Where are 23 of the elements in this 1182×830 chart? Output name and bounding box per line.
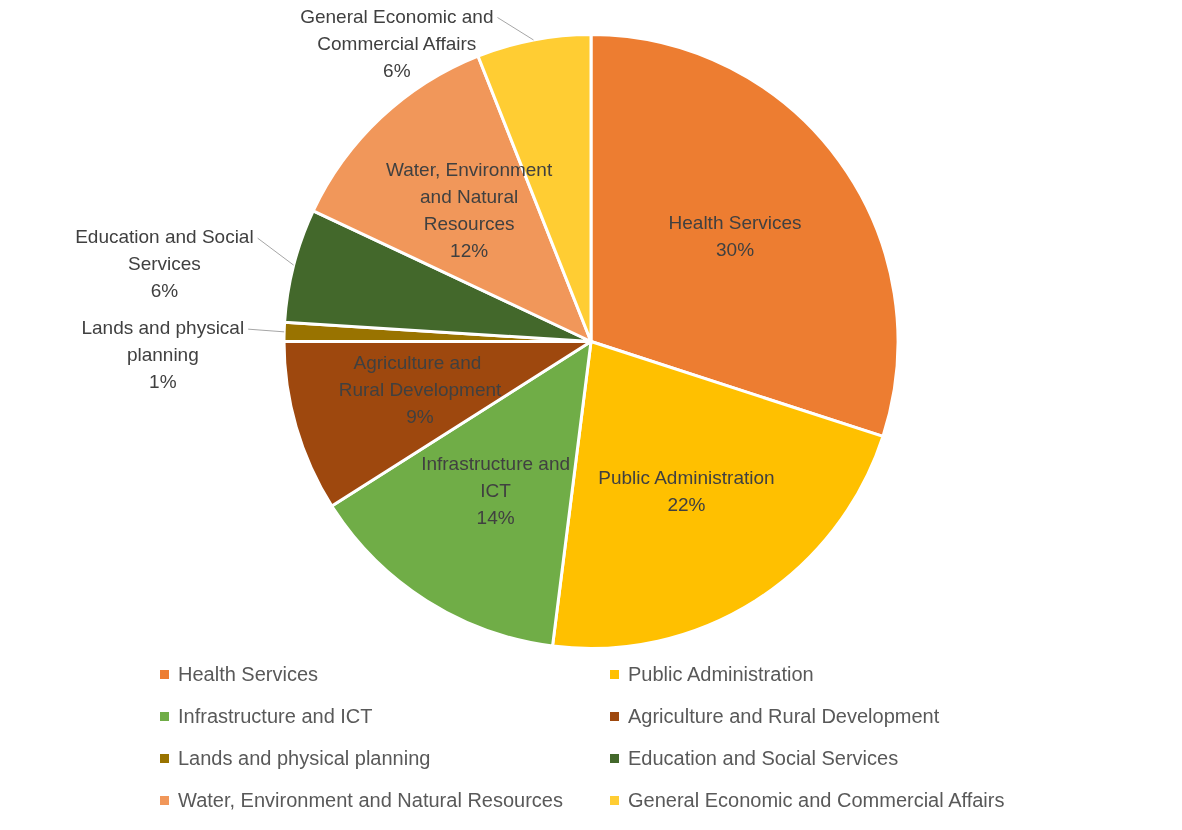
data-label: 9% xyxy=(406,406,434,428)
slice-label: Agriculture and Rural Development xyxy=(338,352,503,401)
data-label: 12% xyxy=(450,240,489,262)
data-label: 6% xyxy=(383,59,411,81)
legend-label: Lands and physical planning xyxy=(178,746,431,770)
data-label: 1% xyxy=(149,371,177,393)
legend-label: Education and Social Services xyxy=(628,746,899,770)
legend-label: Agriculture and Rural Development xyxy=(628,704,940,728)
data-label: 14% xyxy=(476,507,515,529)
legend-label: Water, Environment and Natural Resources xyxy=(178,788,563,812)
slice-label: Education and Social Services xyxy=(75,226,254,275)
slice-label: Lands and physical planning xyxy=(81,317,245,366)
legend-label: Public Administration xyxy=(628,662,814,686)
data-label: 22% xyxy=(667,493,706,515)
legend-label: General Economic and Commercial Affairs xyxy=(628,788,1005,812)
slice-label: Public Administration xyxy=(598,466,775,488)
data-label: 30% xyxy=(716,238,755,260)
slice-label: Infrastructure and ICT xyxy=(421,453,571,502)
data-label: 6% xyxy=(150,280,179,302)
legend-label: Infrastructure and ICT xyxy=(178,704,373,728)
slice-label: Health Services xyxy=(668,211,802,233)
legend-label: Health Services xyxy=(178,662,319,686)
slice-label: General Economic and Commercial Affairs xyxy=(300,5,494,54)
